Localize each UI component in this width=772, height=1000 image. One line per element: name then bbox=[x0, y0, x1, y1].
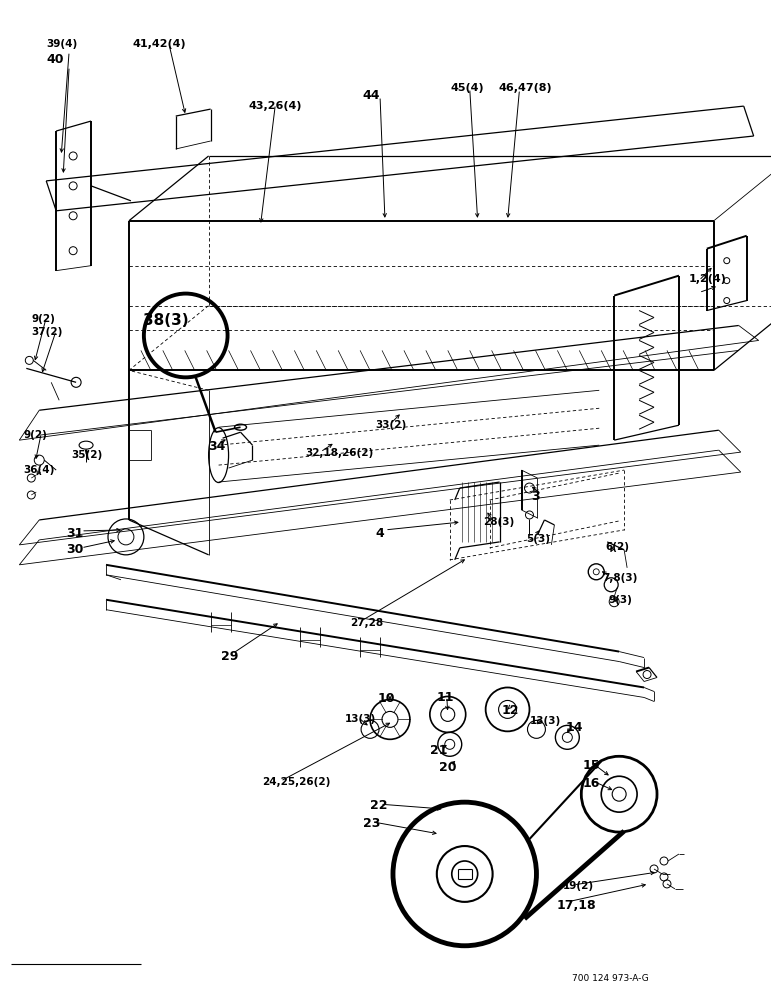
Text: 40: 40 bbox=[46, 53, 64, 66]
Text: 19(2): 19(2) bbox=[562, 881, 594, 891]
Text: 34: 34 bbox=[208, 440, 226, 453]
Text: 45(4): 45(4) bbox=[451, 83, 484, 93]
Text: 31: 31 bbox=[66, 527, 83, 540]
Text: 1,2(4): 1,2(4) bbox=[689, 274, 726, 284]
Text: 27,28: 27,28 bbox=[350, 618, 383, 628]
Text: 6(2): 6(2) bbox=[605, 542, 629, 552]
Text: 29: 29 bbox=[221, 650, 238, 663]
Text: 23: 23 bbox=[363, 817, 381, 830]
Text: 17,18: 17,18 bbox=[557, 899, 596, 912]
Text: 14: 14 bbox=[565, 721, 583, 734]
Text: 9(2): 9(2) bbox=[23, 430, 47, 440]
Text: 4: 4 bbox=[375, 527, 384, 540]
Text: 22: 22 bbox=[370, 799, 388, 812]
Text: 16: 16 bbox=[582, 777, 600, 790]
Text: 28(3): 28(3) bbox=[482, 517, 514, 527]
Text: 700 124 973-A-G: 700 124 973-A-G bbox=[572, 974, 649, 983]
Text: 12: 12 bbox=[502, 704, 519, 717]
Text: 7,8(3): 7,8(3) bbox=[602, 573, 638, 583]
Text: 41,42(4): 41,42(4) bbox=[133, 39, 187, 49]
Text: 38(3): 38(3) bbox=[143, 313, 188, 328]
Text: 3: 3 bbox=[531, 490, 540, 503]
Text: 9(3): 9(3) bbox=[608, 595, 632, 605]
Circle shape bbox=[452, 861, 478, 887]
Text: 15: 15 bbox=[582, 759, 600, 772]
Text: 9(2): 9(2) bbox=[32, 314, 55, 324]
Text: 13(3): 13(3) bbox=[345, 714, 377, 724]
Text: 43,26(4): 43,26(4) bbox=[249, 101, 302, 111]
Text: 21: 21 bbox=[430, 744, 447, 757]
Text: 44: 44 bbox=[362, 89, 380, 102]
Text: 46,47(8): 46,47(8) bbox=[499, 83, 552, 93]
Text: 24,25,26(2): 24,25,26(2) bbox=[262, 777, 331, 787]
Text: 13(3): 13(3) bbox=[530, 716, 560, 726]
Text: 11: 11 bbox=[437, 691, 454, 704]
Text: 32,18,26(2): 32,18,26(2) bbox=[305, 448, 374, 458]
Text: 37(2): 37(2) bbox=[32, 327, 63, 337]
Text: 30: 30 bbox=[66, 543, 83, 556]
Text: 10: 10 bbox=[378, 692, 395, 705]
Text: 35(2): 35(2) bbox=[71, 450, 103, 460]
Text: 39(4): 39(4) bbox=[46, 39, 77, 49]
Text: 5(3): 5(3) bbox=[527, 534, 550, 544]
Text: 36(4): 36(4) bbox=[23, 465, 55, 475]
Text: 33(2): 33(2) bbox=[375, 420, 406, 430]
Text: 20: 20 bbox=[438, 761, 456, 774]
